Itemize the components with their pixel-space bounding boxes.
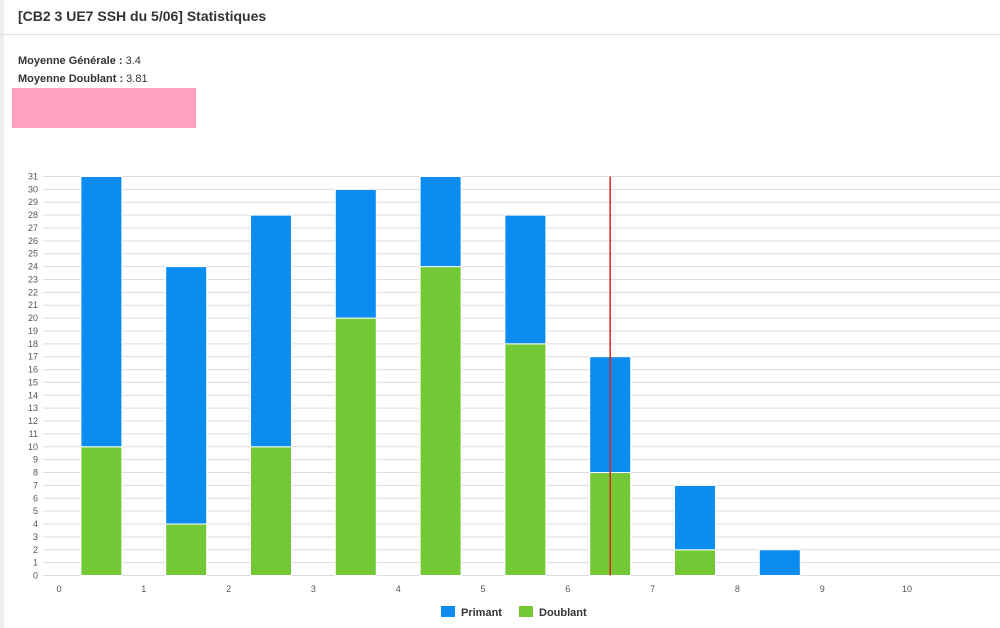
y-tick-label: 10 [28,442,38,452]
bar-doublant [80,446,123,576]
moyenne-doublant-value: 3.81 [126,73,148,85]
moyenne-generale: Moyenne Générale : 3.4 [18,55,141,67]
x-tick-label: 10 [902,584,912,594]
y-tick-label: 24 [28,262,38,272]
y-tick-label: 27 [28,223,38,233]
y-tick-label: 14 [28,390,38,400]
y-tick-label: 7 [33,480,38,490]
y-tick-label: 19 [28,326,38,336]
y-tick-label: 13 [28,403,38,413]
bar-doublant [334,317,377,576]
page-title: [CB2 3 UE7 SSH du 5/06] Statistiques [18,8,267,24]
bar-primant [758,549,801,576]
page-header: [CB2 3 UE7 SSH du 5/06] Statistiques [0,0,1000,35]
y-tick-label: 11 [29,429,38,439]
y-tick-label: 8 [33,468,38,478]
left-border [0,0,4,628]
legend-item-primant[interactable]: Primant [441,606,502,619]
y-tick-label: 20 [28,313,38,323]
bar-doublant [250,446,292,576]
y-tick-label: 25 [28,249,38,259]
legend-item-doublant[interactable]: Doublant [519,606,587,619]
y-tick-label: 26 [28,236,38,246]
bar-primant [419,176,462,268]
bar-primant [250,214,292,448]
x-tick-label: 8 [735,584,740,594]
bar-doublant [165,523,208,577]
y-tick-label: 9 [33,455,38,465]
x-tick-label: 6 [565,584,570,594]
x-tick-label: 3 [311,584,316,594]
bar-primant [504,214,547,345]
y-tick-label: 18 [28,339,38,349]
y-tick-label: 6 [33,493,38,503]
y-tick-label: 15 [28,377,38,387]
chart-legend: Primant Doublant [0,606,1000,624]
y-tick-label: 17 [28,352,38,362]
x-tick-label: 5 [480,584,485,594]
stacked-bar-chart: 0123456789101112131415161718192021222324… [28,172,1000,594]
y-tick-label: 31 [28,172,38,182]
y-tick-label: 0 [33,571,38,581]
bar-doublant [674,549,716,576]
bar-primant [334,188,377,319]
legend-label-primant: Primant [461,607,502,619]
x-tick-label: 9 [820,584,825,594]
bar-doublant [419,266,462,576]
y-tick-label: 29 [28,197,38,207]
x-tick-label: 2 [226,584,231,594]
moyenne-doublant-label: Moyenne Doublant : [18,73,124,85]
moyenne-generale-label: Moyenne Générale : [18,55,123,67]
moyenne-doublant: Moyenne Doublant : 3.81 [18,73,148,85]
y-tick-label: 21 [28,300,38,310]
x-tick-label: 1 [141,584,146,594]
legend-label-doublant: Doublant [539,607,587,619]
y-tick-label: 23 [28,274,38,284]
y-tick-label: 12 [28,416,38,426]
bar-primant [80,176,123,448]
y-tick-label: 22 [28,287,38,297]
y-tick-label: 16 [28,365,38,375]
y-tick-label: 1 [33,558,38,568]
bar-primant [674,484,716,551]
y-tick-label: 4 [33,519,38,529]
y-tick-label: 28 [28,210,38,220]
bar-primant [165,266,208,525]
bar-doublant [504,343,547,576]
x-tick-label: 0 [56,584,61,594]
x-tick-label: 4 [396,584,401,594]
y-tick-label: 30 [28,184,38,194]
y-tick-label: 5 [33,506,38,516]
x-tick-label: 7 [650,584,655,594]
y-tick-label: 2 [33,545,38,555]
moyenne-generale-value: 3.4 [125,55,141,67]
legend-swatch-doublant [519,606,533,617]
highlight-box [12,88,196,128]
y-tick-label: 3 [33,532,38,542]
legend-swatch-primant [441,606,455,617]
